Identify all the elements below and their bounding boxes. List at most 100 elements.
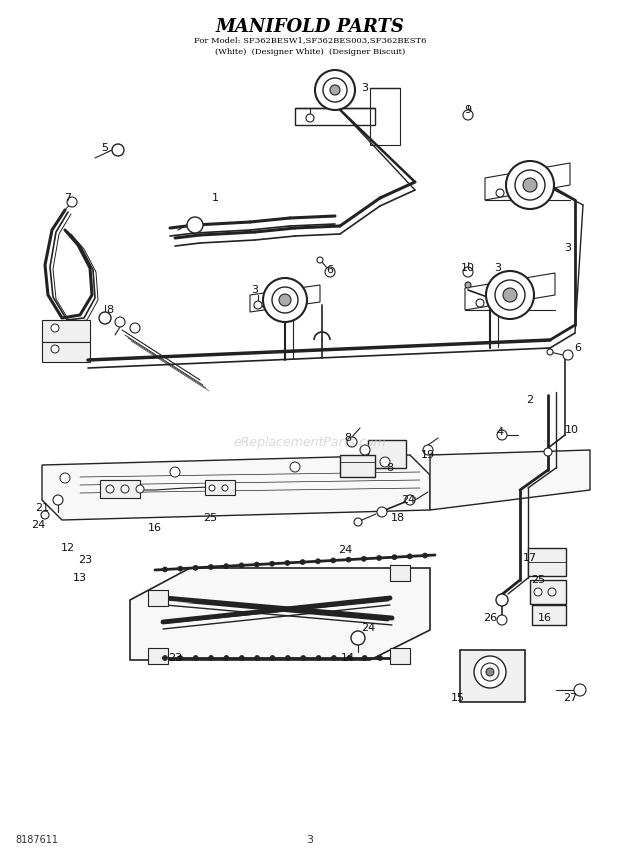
Text: 3: 3 [564, 243, 572, 253]
Circle shape [162, 656, 167, 661]
Circle shape [130, 323, 140, 333]
Circle shape [306, 114, 314, 122]
Text: 14: 14 [341, 653, 355, 663]
Circle shape [378, 656, 383, 661]
Bar [100, 480, 140, 498]
Text: 8: 8 [107, 305, 113, 315]
Circle shape [51, 324, 59, 332]
Circle shape [67, 197, 77, 207]
Circle shape [325, 267, 335, 277]
Circle shape [407, 554, 412, 559]
Text: 24: 24 [361, 623, 375, 633]
Circle shape [506, 161, 554, 209]
Circle shape [263, 278, 307, 322]
Circle shape [106, 485, 114, 493]
Circle shape [497, 615, 507, 625]
Circle shape [208, 564, 213, 569]
Circle shape [279, 294, 291, 306]
Circle shape [377, 507, 387, 517]
Circle shape [290, 462, 300, 472]
Circle shape [300, 560, 305, 565]
Circle shape [99, 312, 111, 324]
Bar [42, 342, 90, 362]
Text: 23: 23 [78, 555, 92, 565]
Circle shape [255, 656, 260, 661]
Circle shape [474, 656, 506, 688]
Text: 17: 17 [523, 553, 537, 563]
Circle shape [170, 467, 180, 477]
Circle shape [347, 656, 352, 661]
Text: MANIFOLD PARTS: MANIFOLD PARTS [216, 18, 404, 36]
Text: 25: 25 [203, 513, 217, 523]
Text: 3: 3 [306, 835, 314, 845]
Text: 23: 23 [168, 653, 182, 663]
Circle shape [317, 257, 323, 263]
Circle shape [270, 656, 275, 661]
Bar [368, 440, 406, 468]
Circle shape [360, 445, 370, 455]
Circle shape [347, 437, 357, 447]
Circle shape [563, 350, 573, 360]
Circle shape [272, 287, 298, 313]
Circle shape [463, 267, 473, 277]
Circle shape [392, 555, 397, 560]
Circle shape [239, 656, 244, 661]
Circle shape [547, 349, 553, 355]
Text: 8: 8 [345, 433, 352, 443]
Circle shape [315, 70, 355, 110]
Circle shape [254, 301, 262, 309]
Circle shape [465, 282, 471, 288]
Text: 6: 6 [575, 343, 582, 353]
Text: 2: 2 [526, 395, 534, 405]
Bar [390, 648, 410, 664]
Circle shape [270, 562, 275, 566]
Circle shape [178, 566, 183, 571]
Text: For Model: SF362BESW1,SF362BES003,SF362BEST6: For Model: SF362BESW1,SF362BES003,SF362B… [194, 36, 426, 44]
Text: 3: 3 [252, 285, 259, 295]
Circle shape [60, 473, 70, 483]
Circle shape [316, 559, 321, 564]
Text: 24: 24 [401, 495, 415, 505]
Bar [390, 565, 410, 581]
Bar [340, 455, 375, 477]
Text: 27: 27 [563, 693, 577, 703]
Circle shape [346, 557, 351, 562]
Circle shape [361, 556, 366, 562]
Text: 21: 21 [35, 503, 49, 513]
Bar [205, 480, 235, 495]
Text: 25: 25 [531, 575, 545, 585]
Circle shape [463, 110, 473, 120]
Circle shape [544, 448, 552, 456]
Text: 3: 3 [495, 263, 502, 273]
Circle shape [332, 656, 337, 661]
Circle shape [239, 563, 244, 568]
Circle shape [354, 518, 362, 526]
Circle shape [362, 656, 367, 661]
Text: 7: 7 [64, 193, 71, 203]
Text: 8187611: 8187611 [15, 835, 58, 845]
Text: 15: 15 [451, 693, 465, 703]
Circle shape [496, 189, 504, 197]
Circle shape [193, 565, 198, 570]
Circle shape [496, 594, 508, 606]
Circle shape [51, 345, 59, 353]
Circle shape [481, 663, 499, 681]
Circle shape [422, 553, 428, 558]
Text: 10: 10 [461, 263, 475, 273]
Circle shape [209, 485, 215, 491]
Circle shape [495, 280, 525, 310]
Text: 1: 1 [211, 193, 218, 203]
Circle shape [574, 684, 586, 696]
Text: (White)  (Designer White)  (Designer Biscuit): (White) (Designer White) (Designer Biscu… [215, 48, 405, 56]
Polygon shape [430, 450, 590, 510]
Text: 8: 8 [386, 463, 394, 473]
Circle shape [178, 656, 183, 661]
Text: 24: 24 [338, 545, 352, 555]
Text: 16: 16 [148, 523, 162, 533]
Circle shape [208, 656, 213, 661]
Circle shape [405, 495, 415, 505]
Circle shape [497, 430, 507, 440]
Circle shape [486, 271, 534, 319]
Circle shape [351, 631, 365, 645]
Circle shape [224, 564, 229, 568]
